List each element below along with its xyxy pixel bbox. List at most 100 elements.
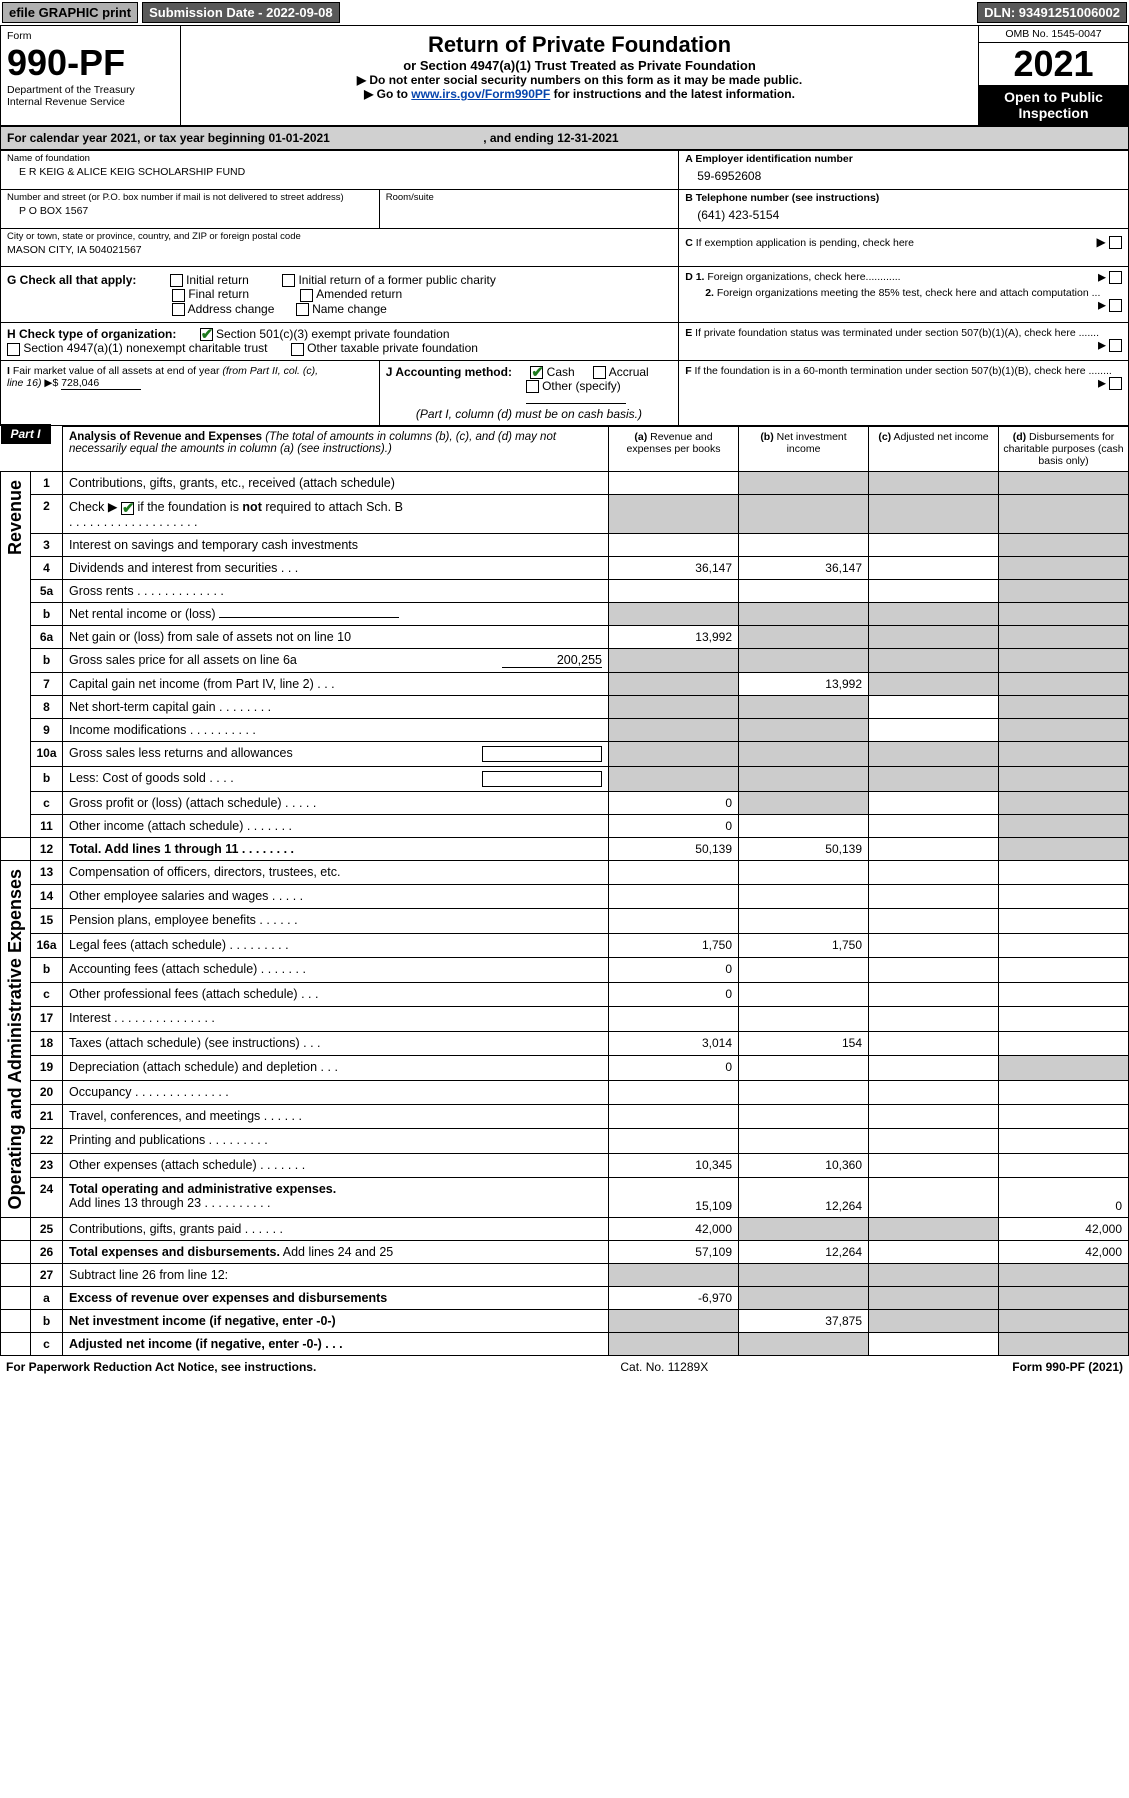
row-10b-num: b	[31, 766, 63, 791]
g-initial-checkbox[interactable]	[170, 274, 183, 287]
h-4947-checkbox[interactable]	[7, 343, 20, 356]
instr-line2: ▶ Go to www.irs.gov/Form990PF for instru…	[187, 87, 972, 101]
row-6a-a: 13,992	[609, 625, 739, 648]
row-23-b: 10,360	[739, 1153, 869, 1177]
name-label: Name of foundation	[7, 153, 672, 164]
irs-label: Internal Revenue Service	[7, 96, 174, 108]
row-16b-num: b	[31, 958, 63, 982]
d2-checkbox[interactable]	[1109, 299, 1122, 312]
addr-label: Number and street (or P.O. box number if…	[7, 192, 373, 203]
row-15-num: 15	[31, 909, 63, 933]
e-checkbox[interactable]	[1109, 339, 1122, 352]
part1-title: Analysis of Revenue and Expenses	[69, 431, 262, 443]
row-27c-num: c	[31, 1332, 63, 1355]
form-number: 990-PF	[7, 42, 174, 84]
omb-number: OMB No. 1545-0047	[979, 26, 1128, 43]
c-checkbox[interactable]	[1109, 236, 1122, 249]
row-11-label: Other income (attach schedule) . . . . .…	[63, 814, 609, 837]
row-2-num: 2	[31, 495, 63, 533]
row-13-label: Compensation of officers, directors, tru…	[63, 860, 609, 884]
col-b-header: (b) Net investment income	[739, 427, 869, 472]
row-24-a: 15,109	[609, 1178, 739, 1218]
row-16a-label: Legal fees (attach schedule) . . . . . .…	[63, 933, 609, 957]
h-501c3-checkbox[interactable]	[200, 328, 213, 341]
row-17-label: Interest . . . . . . . . . . . . . . .	[63, 1007, 609, 1031]
col-c-header: (c) Adjusted net income	[869, 427, 999, 472]
j-other-checkbox[interactable]	[526, 380, 539, 393]
row-3-label: Interest on savings and temporary cash i…	[63, 533, 609, 556]
i-label: I Fair market value of all assets at end…	[7, 365, 373, 377]
row-25-d: 42,000	[999, 1217, 1129, 1240]
row-12-label: Total. Add lines 1 through 11 . . . . . …	[63, 837, 609, 860]
col-d-header: (d) Disbursements for charitable purpose…	[999, 427, 1129, 472]
row-18-a: 3,014	[609, 1031, 739, 1055]
row-16c-a: 0	[609, 982, 739, 1006]
g-final-checkbox[interactable]	[172, 289, 185, 302]
row-13-num: 13	[31, 860, 63, 884]
row-24-d: 0	[999, 1178, 1129, 1218]
row-9-label: Income modifications . . . . . . . . . .	[63, 718, 609, 741]
row-8-num: 8	[31, 695, 63, 718]
row-27a-num: a	[31, 1286, 63, 1309]
h-other-checkbox[interactable]	[291, 343, 304, 356]
row-2-label: Check ▶ if the foundation is not require…	[63, 495, 609, 533]
row-26-label: Total expenses and disbursements. Add li…	[63, 1240, 609, 1263]
row-19-a: 0	[609, 1056, 739, 1080]
row-25-a: 42,000	[609, 1217, 739, 1240]
row-17-num: 17	[31, 1007, 63, 1031]
row-8-label: Net short-term capital gain . . . . . . …	[63, 695, 609, 718]
g-amended-checkbox[interactable]	[300, 289, 313, 302]
row-4-a: 36,147	[609, 556, 739, 579]
opex-section-label: Operating and Administrative Expenses	[1, 861, 30, 1217]
row-27a-a: -6,970	[609, 1286, 739, 1309]
row-6a-num: 6a	[31, 625, 63, 648]
form-title: Return of Private Foundation	[187, 32, 972, 58]
ein-label: A Employer identification number	[685, 153, 1122, 165]
row-12-num: 12	[31, 837, 63, 860]
j-cash-checkbox[interactable]	[530, 366, 543, 379]
f-checkbox[interactable]	[1109, 377, 1122, 390]
city-value: MASON CITY, IA 504021567	[7, 242, 672, 264]
instr-line1: ▶ Do not enter social security numbers o…	[187, 73, 972, 87]
row-25-label: Contributions, gifts, grants paid . . . …	[63, 1217, 609, 1240]
row-7-b: 13,992	[739, 672, 869, 695]
row-4-num: 4	[31, 556, 63, 579]
footer-left: For Paperwork Reduction Act Notice, see …	[6, 1360, 316, 1374]
part1-label: Part I	[1, 424, 51, 444]
row-5b-num: b	[31, 602, 63, 625]
row-9-num: 9	[31, 718, 63, 741]
row-6b-num: b	[31, 648, 63, 672]
schb-checkbox[interactable]	[121, 502, 134, 515]
row-27c-label: Adjusted net income (if negative, enter …	[63, 1332, 609, 1355]
g-name-checkbox[interactable]	[296, 303, 309, 316]
g-initial-former-checkbox[interactable]	[282, 274, 295, 287]
irs-link[interactable]: www.irs.gov/Form990PF	[411, 87, 550, 101]
row-27b-b: 37,875	[739, 1309, 869, 1332]
dept-label: Department of the Treasury	[7, 84, 174, 96]
row-10c-label: Gross profit or (loss) (attach schedule)…	[63, 791, 609, 814]
form-subtitle: or Section 4947(a)(1) Trust Treated as P…	[187, 58, 972, 73]
row-11-num: 11	[31, 814, 63, 837]
dln-label: DLN: 93491251006002	[977, 2, 1127, 23]
h-label: H Check type of organization:	[7, 327, 176, 341]
efile-button[interactable]: efile GRAPHIC print	[2, 2, 138, 23]
g-address-checkbox[interactable]	[172, 303, 185, 316]
row-23-label: Other expenses (attach schedule) . . . .…	[63, 1153, 609, 1177]
city-label: City or town, state or province, country…	[7, 231, 672, 242]
row-1-label: Contributions, gifts, grants, etc., rece…	[63, 472, 609, 495]
row-15-label: Pension plans, employee benefits . . . .…	[63, 909, 609, 933]
row-5a-num: 5a	[31, 579, 63, 602]
row-27b-num: b	[31, 1309, 63, 1332]
j-accrual-checkbox[interactable]	[593, 366, 606, 379]
row-27b-label: Net investment income (if negative, ente…	[63, 1309, 609, 1332]
j-label: J Accounting method:	[386, 365, 512, 379]
revenue-section-label: Revenue	[1, 472, 30, 563]
foundation-name: E R KEIG & ALICE KEIG SCHOLARSHIP FUND	[7, 164, 672, 186]
form-label: Form	[7, 30, 174, 42]
d1-checkbox[interactable]	[1109, 271, 1122, 284]
row-10c-a: 0	[609, 791, 739, 814]
row-22-label: Printing and publications . . . . . . . …	[63, 1129, 609, 1153]
row-21-label: Travel, conferences, and meetings . . . …	[63, 1105, 609, 1129]
j-note: (Part I, column (d) must be on cash basi…	[416, 407, 642, 421]
footer-right: Form 990-PF (2021)	[1012, 1360, 1123, 1374]
